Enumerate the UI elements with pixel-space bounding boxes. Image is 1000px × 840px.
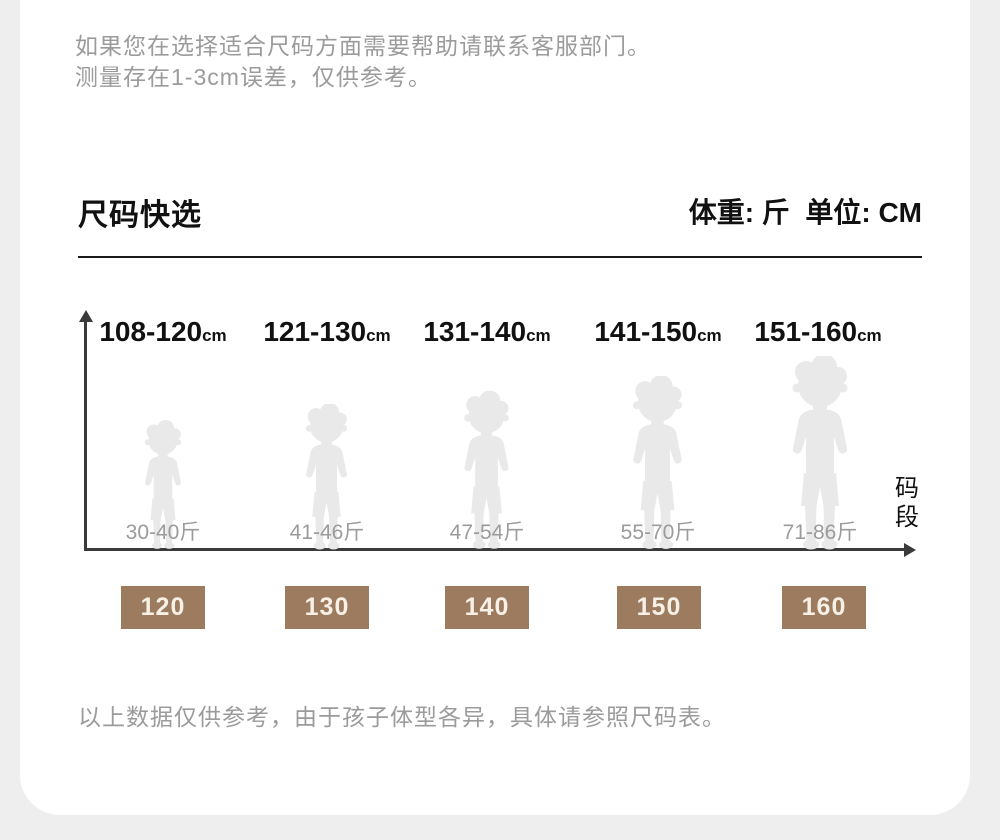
- x-axis-arrow-icon: [904, 542, 916, 557]
- page-title: 尺码快选: [78, 199, 202, 232]
- height-range-value: 151-160: [754, 316, 858, 347]
- weight-range-label: 47-54斤: [449, 521, 525, 544]
- height-range-unit: cm: [526, 326, 551, 345]
- height-range-label: 141-150cm: [563, 316, 753, 348]
- intro-line-1: 如果您在选择适合尺码方面需要帮助请联系客服部门。: [75, 33, 651, 59]
- intro-text: 如果您在选择适合尺码方面需要帮助请联系客服部门。 测量存在1-3cm误差，仅供参…: [75, 31, 651, 93]
- intro-line-2: 测量存在1-3cm误差，仅供参考。: [75, 64, 432, 90]
- size-badge: 160: [782, 586, 866, 629]
- header-divider: [78, 256, 922, 258]
- height-range-label: 108-120cm: [68, 316, 258, 348]
- units-note: 体重: 斤 单位: CM: [688, 197, 922, 228]
- size-badge: 140: [445, 586, 529, 629]
- height-range-value: 121-130: [263, 316, 367, 347]
- height-range-label: 131-140cm: [392, 316, 582, 348]
- height-range-value: 141-150: [594, 316, 698, 347]
- footer-note: 以上数据仅供参考，由于孩子体型各异，具体请参照尺码表。: [78, 704, 726, 730]
- height-range-value: 131-140: [423, 316, 527, 347]
- height-range-value: 108-120: [99, 316, 203, 347]
- weight-range-label: 30-40斤: [125, 521, 201, 544]
- height-range-unit: cm: [697, 326, 722, 345]
- height-range-unit: cm: [366, 326, 391, 345]
- x-axis-label: 码段: [895, 475, 919, 531]
- size-badge: 150: [617, 586, 701, 629]
- x-axis: [84, 548, 906, 551]
- size-badge: 130: [285, 586, 369, 629]
- height-range-unit: cm: [202, 326, 227, 345]
- height-range-label: 151-160cm: [723, 316, 913, 348]
- weight-range-label: 55-70斤: [620, 521, 696, 544]
- height-range-label: 121-130cm: [232, 316, 422, 348]
- y-axis: [84, 320, 87, 549]
- weight-range-label: 71-86斤: [782, 521, 858, 544]
- size-badge: 120: [121, 586, 205, 629]
- y-axis-arrow-icon: [78, 310, 93, 322]
- weight-range-label: 41-46斤: [289, 521, 365, 544]
- height-range-unit: cm: [857, 326, 882, 345]
